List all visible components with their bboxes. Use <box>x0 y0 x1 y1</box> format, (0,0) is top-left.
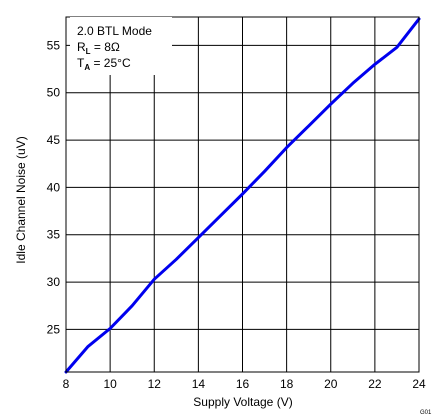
ticks: 8 10 12 14 16 18 20 22 24 25 30 35 40 45 50 55 <box>47 38 426 391</box>
x-tick-label: 8 <box>63 377 70 391</box>
series-layer <box>64 17 421 374</box>
y-tick-label: 35 <box>47 228 61 242</box>
figure-id: G01 <box>420 410 432 415</box>
annotation-temp-value: = 25°C <box>90 56 131 70</box>
y-tick-label: 50 <box>47 86 61 100</box>
annotation-load-main: R <box>77 40 86 54</box>
x-tick-label: 16 <box>236 377 250 391</box>
annotation-load: RL = 8Ω <box>77 40 120 56</box>
x-tick-label: 10 <box>103 377 117 391</box>
x-axis-title: Supply Voltage (V) <box>193 395 292 409</box>
y-tick-label: 45 <box>47 133 61 147</box>
x-tick-label: 22 <box>368 377 382 391</box>
plot-frame <box>65 16 420 373</box>
annotation-temp-sub: A <box>84 63 90 72</box>
annotation-box: 2.0 BTL Mode RL = 8Ω TA = 25°C <box>70 17 172 75</box>
x-tick-label: 12 <box>148 377 162 391</box>
grid <box>66 17 419 372</box>
annotation-temp-main: T <box>77 56 85 70</box>
annotation-load-value: = 8Ω <box>91 40 120 54</box>
x-tick-label: 14 <box>192 377 206 391</box>
x-tick-label: 24 <box>412 377 426 391</box>
x-tick-label: 18 <box>280 377 294 391</box>
y-tick-label: 30 <box>47 275 61 289</box>
y-tick-label: 25 <box>47 322 61 336</box>
y-tick-label: 55 <box>47 38 61 52</box>
annotation-background <box>70 17 172 75</box>
annotation-mode: 2.0 BTL Mode <box>77 24 152 38</box>
y-axis-title: Idle Channel Noise (uV) <box>14 136 28 263</box>
series-line <box>64 17 421 374</box>
y-tick-label: 40 <box>47 180 61 194</box>
x-tick-label: 20 <box>324 377 338 391</box>
annotation-load-sub: L <box>86 47 91 56</box>
annotation-temp: TA = 25°C <box>77 56 131 72</box>
